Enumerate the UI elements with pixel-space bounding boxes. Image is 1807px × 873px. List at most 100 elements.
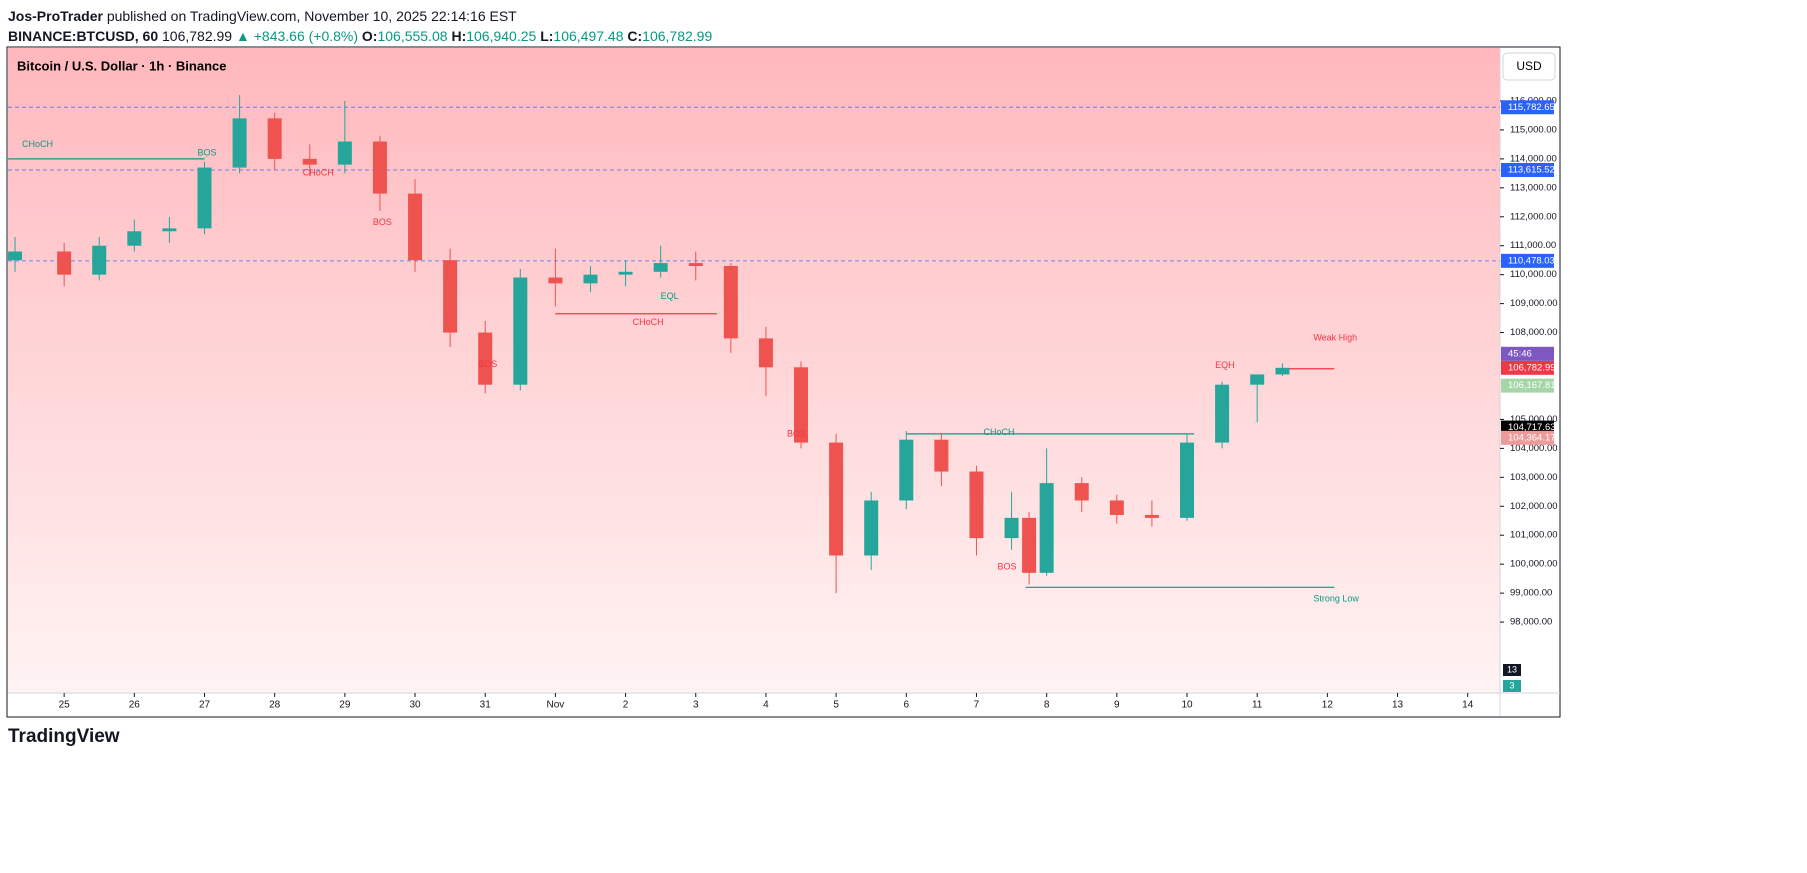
x-tick-label: 9 — [1114, 700, 1120, 711]
chart: Bitcoin / U.S. Dollar · 1h · Binance USD… — [6, 46, 1561, 718]
last: 106,782.99 — [162, 28, 233, 44]
y-tick-label: 103,000.00 — [1510, 472, 1558, 483]
ohlc-label: O: — [361, 28, 378, 44]
volume-marker: 13 — [1507, 664, 1517, 674]
price-label-bg — [1501, 430, 1554, 445]
annotation: CHoCH — [303, 168, 334, 178]
candle-body — [1039, 483, 1054, 573]
x-tick-label: 25 — [59, 700, 71, 711]
x-tick-label: 13 — [1392, 700, 1404, 711]
ohlc-value: 106,782.99 — [642, 28, 713, 44]
candle-body — [197, 167, 212, 229]
price-label: 115,782.65 — [1508, 102, 1555, 113]
countdown: 45:46 — [1508, 348, 1532, 359]
annotation: EQL — [661, 291, 679, 301]
x-tick-label: 8 — [1044, 700, 1050, 711]
x-tick-label: 12 — [1322, 700, 1334, 711]
price-label-bg — [1501, 360, 1554, 375]
y-tick-label: 101,000.00 — [1510, 530, 1558, 541]
y-tick-label: 114,000.00 — [1510, 153, 1557, 164]
author: Jos-ProTrader — [8, 8, 103, 24]
annotation: BOS — [787, 428, 806, 438]
annotation: BOS — [998, 561, 1017, 571]
price-label: 113,615.52 — [1508, 165, 1555, 176]
y-tick-label: 111,000.00 — [1510, 240, 1556, 251]
y-tick-label: 102,000.00 — [1510, 501, 1558, 512]
x-tick-label: 7 — [974, 700, 980, 711]
candle-body — [302, 158, 317, 165]
currency-button[interactable] — [1502, 52, 1556, 81]
candle-body — [758, 338, 773, 368]
price-label: 104,364.17 — [1508, 432, 1556, 443]
x-tick-label: 10 — [1181, 700, 1193, 711]
ohlc-value: 106,940.25 — [466, 28, 537, 44]
volume-marker-bg — [1503, 680, 1521, 692]
frame — [6, 46, 1561, 718]
candle-body — [1275, 367, 1290, 375]
ohlc-label: L: — [540, 28, 554, 44]
y-tick-label: 112,000.00 — [1510, 211, 1557, 222]
price-label: 106,782.99 — [1508, 362, 1556, 373]
y-tick-label: 115,000.00 — [1510, 124, 1557, 135]
annotation: CHoCH — [22, 139, 53, 149]
ohlc-label: H: — [451, 28, 467, 44]
candle-body — [934, 439, 949, 472]
candle-body — [899, 439, 914, 501]
candle-body — [653, 263, 668, 272]
ohlc-label: C: — [627, 28, 643, 44]
x-tick-label: 3 — [693, 700, 699, 711]
candle-body — [1109, 500, 1124, 515]
candle-body — [267, 118, 282, 159]
x-tick-label: 4 — [763, 700, 769, 711]
annotation: Strong Low — [1313, 593, 1359, 603]
candle-body — [443, 260, 458, 333]
candle-body — [1022, 517, 1037, 573]
x-tick-label: Nov — [546, 700, 564, 711]
candle-body — [688, 263, 703, 266]
candle-body — [1215, 384, 1230, 443]
candle-body — [723, 265, 738, 339]
candle-body — [1144, 514, 1159, 518]
x-tick-label: 30 — [409, 700, 421, 711]
candle-body — [864, 500, 879, 556]
y-tick-label: 99,000.00 — [1510, 588, 1552, 599]
ohlc: O:106,555.08 H:106,940.25 L:106,497.48 C… — [362, 28, 712, 44]
candle-body — [92, 245, 107, 275]
y-tick-label: 105,000.00 — [1510, 414, 1558, 425]
candle-body — [583, 274, 598, 284]
y-tick-label: 110,000.00 — [1510, 269, 1557, 280]
price-label-bg — [1501, 163, 1554, 178]
change: ▲ +843.66 (+0.8%) — [235, 28, 359, 44]
annotation: BOS — [478, 359, 497, 369]
y-tick-label: 113,000.00 — [1510, 182, 1557, 193]
x-tick-label: 29 — [339, 700, 351, 711]
candle-body — [794, 367, 809, 443]
x-tick-label: 28 — [269, 700, 281, 711]
y-tick-label: 100,000.00 — [1510, 559, 1558, 570]
candle-body — [57, 251, 72, 275]
footer-logo: TradingView — [8, 726, 120, 747]
price-label: 106,167.81 — [1508, 380, 1556, 391]
candle-body — [513, 277, 528, 385]
quote-line: BINANCE:BTCUSD, 60 106,782.99 ▲ +843.66 … — [8, 26, 712, 46]
x-tick-label: 5 — [833, 700, 839, 711]
plot-area — [8, 48, 1500, 693]
candle-body — [337, 141, 352, 165]
candle-body — [1250, 374, 1265, 385]
x-tick-label: 27 — [199, 700, 211, 711]
price-label: 110,478.03 — [1508, 255, 1555, 266]
candle-body — [1004, 517, 1019, 539]
y-tick-label: 98,000.00 — [1510, 617, 1552, 628]
candle-body — [829, 442, 844, 556]
x-tick-label: 6 — [904, 700, 910, 711]
annotation: BOS — [197, 147, 216, 157]
x-tick-label: 14 — [1462, 700, 1474, 711]
candle-body — [162, 228, 177, 232]
candle-body — [127, 231, 142, 246]
x-tick-label: 31 — [480, 700, 492, 711]
x-tick-label: 26 — [129, 700, 141, 711]
price-label: 104,717.63 — [1508, 422, 1556, 433]
candle-body — [232, 118, 247, 168]
annotation: CHoCH — [633, 317, 664, 327]
